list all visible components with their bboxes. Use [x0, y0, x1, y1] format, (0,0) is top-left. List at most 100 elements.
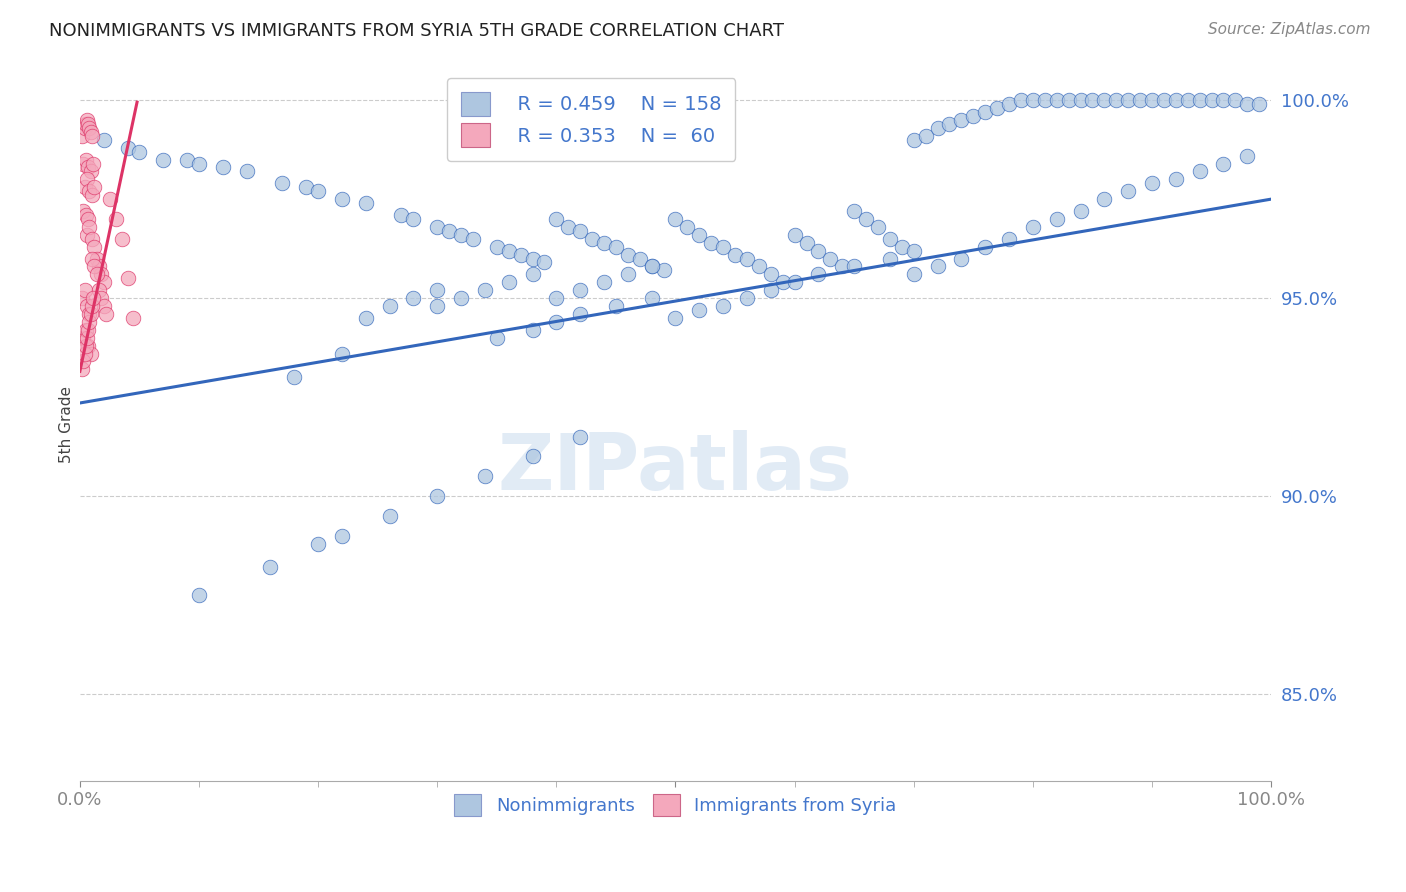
Point — [1164, 172, 1187, 186]
Point — [86, 252, 108, 266]
Point — [76, 113, 98, 128]
Point — [986, 101, 1008, 115]
Point — [735, 291, 758, 305]
Point — [569, 429, 592, 443]
Point — [72, 354, 94, 368]
Point — [73, 120, 96, 135]
Point — [77, 161, 100, 175]
Point — [998, 97, 1021, 112]
Point — [426, 219, 449, 234]
Point — [1188, 164, 1211, 178]
Point — [70, 362, 93, 376]
Point — [330, 528, 353, 542]
Point — [402, 211, 425, 226]
Point — [688, 302, 710, 317]
Point — [98, 192, 121, 206]
Point — [711, 299, 734, 313]
Point — [90, 291, 112, 305]
Point — [73, 283, 96, 297]
Point — [76, 227, 98, 242]
Point — [533, 255, 555, 269]
Point — [79, 307, 101, 321]
Point — [259, 560, 281, 574]
Point — [593, 275, 616, 289]
Point — [1236, 148, 1258, 162]
Point — [70, 291, 93, 305]
Point — [640, 291, 662, 305]
Point — [461, 232, 484, 246]
Point — [1116, 184, 1139, 198]
Point — [80, 128, 103, 143]
Point — [807, 268, 830, 282]
Point — [1116, 93, 1139, 107]
Point — [72, 156, 94, 170]
Point — [522, 252, 544, 266]
Point — [1140, 177, 1163, 191]
Point — [914, 128, 936, 143]
Point — [87, 260, 110, 274]
Point — [83, 240, 105, 254]
Point — [724, 247, 747, 261]
Point — [903, 133, 925, 147]
Point — [211, 161, 233, 175]
Point — [94, 307, 117, 321]
Point — [522, 323, 544, 337]
Point — [450, 227, 472, 242]
Point — [950, 113, 973, 128]
Point — [117, 271, 139, 285]
Point — [77, 338, 100, 352]
Point — [807, 244, 830, 258]
Point — [79, 184, 101, 198]
Point — [759, 283, 782, 297]
Point — [117, 141, 139, 155]
Point — [522, 268, 544, 282]
Point — [80, 252, 103, 266]
Point — [72, 331, 94, 345]
Point — [1092, 192, 1115, 206]
Point — [1140, 93, 1163, 107]
Point — [1212, 93, 1234, 107]
Point — [1033, 93, 1056, 107]
Point — [235, 164, 257, 178]
Point — [831, 260, 853, 274]
Point — [546, 291, 568, 305]
Text: ZIPatlas: ZIPatlas — [498, 430, 853, 506]
Point — [93, 275, 115, 289]
Point — [735, 252, 758, 266]
Point — [569, 307, 592, 321]
Point — [855, 211, 877, 226]
Point — [75, 208, 97, 222]
Point — [426, 299, 449, 313]
Point — [307, 536, 329, 550]
Point — [593, 235, 616, 250]
Point — [927, 120, 949, 135]
Point — [1057, 93, 1080, 107]
Point — [73, 180, 96, 194]
Point — [437, 224, 460, 238]
Point — [80, 232, 103, 246]
Point — [652, 263, 675, 277]
Point — [664, 310, 686, 325]
Point — [152, 153, 174, 167]
Point — [110, 232, 132, 246]
Point — [76, 299, 98, 313]
Point — [1212, 156, 1234, 170]
Point — [962, 109, 984, 123]
Point — [938, 117, 960, 131]
Point — [676, 219, 699, 234]
Point — [1010, 93, 1032, 107]
Point — [86, 268, 108, 282]
Point — [1249, 97, 1271, 112]
Point — [617, 247, 640, 261]
Point — [522, 450, 544, 464]
Point — [79, 164, 101, 178]
Point — [640, 260, 662, 274]
Point — [79, 219, 101, 234]
Point — [581, 232, 603, 246]
Point — [1188, 93, 1211, 107]
Point — [188, 588, 211, 602]
Point — [879, 252, 901, 266]
Point — [1081, 93, 1104, 107]
Point — [498, 244, 520, 258]
Point — [866, 219, 889, 234]
